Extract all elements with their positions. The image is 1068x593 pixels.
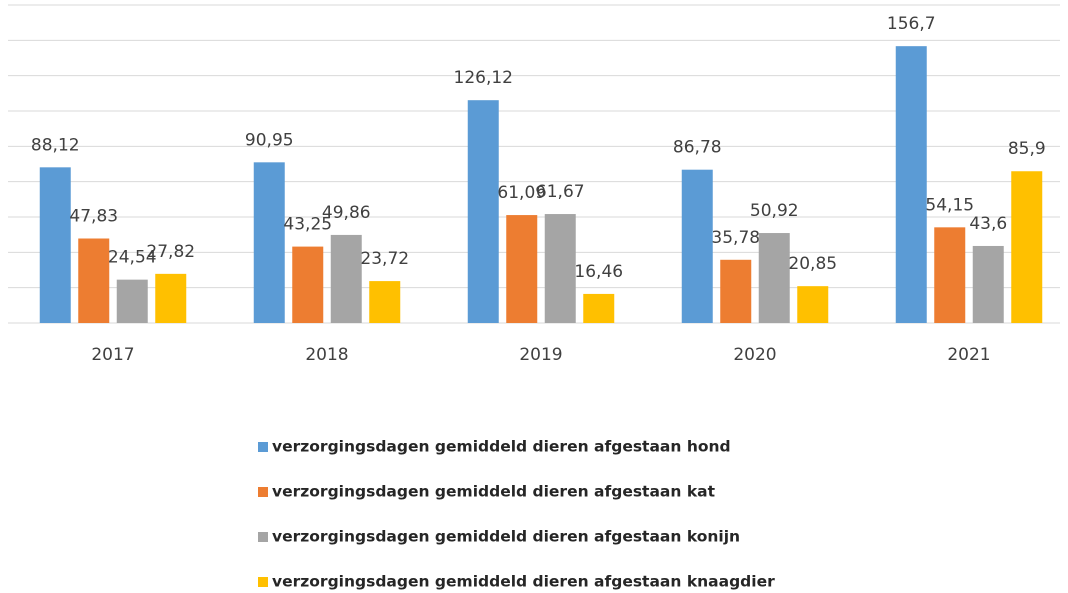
legend-label: verzorgingsdagen gemiddeld dieren afgest… (272, 438, 731, 456)
bar (720, 259, 752, 323)
bar (797, 286, 829, 323)
bar (1011, 171, 1043, 323)
data-label: 156,7 (887, 14, 936, 34)
bar (972, 245, 1004, 323)
bar (583, 293, 615, 323)
data-label: 20,85 (788, 254, 837, 274)
data-label: 88,12 (31, 135, 80, 155)
bar (681, 169, 713, 323)
legend-swatch (258, 442, 268, 452)
data-label: 24,54 (108, 248, 157, 268)
legend-swatch (258, 487, 268, 497)
legend-swatch (258, 532, 268, 542)
bar (253, 162, 285, 323)
data-label: 61,67 (536, 182, 585, 202)
data-label: 61,09 (497, 183, 546, 203)
data-label: 23,72 (360, 249, 409, 269)
bar (292, 246, 324, 323)
data-label: 54,15 (925, 195, 974, 215)
bar (116, 279, 148, 323)
x-tick-label: 2018 (305, 345, 348, 365)
bar (78, 238, 110, 323)
data-label: 43,25 (283, 215, 332, 235)
bar (506, 215, 538, 323)
data-label: 85,9 (1008, 139, 1046, 159)
x-tick-label: 2020 (733, 345, 776, 365)
legend-swatch (258, 577, 268, 587)
bar (39, 167, 71, 323)
data-label: 126,12 (454, 68, 513, 88)
bar (544, 214, 576, 323)
data-label: 50,92 (750, 201, 799, 221)
data-label: 35,78 (711, 228, 760, 248)
bar (934, 227, 966, 323)
legend-label: verzorgingsdagen gemiddeld dieren afgest… (272, 483, 716, 501)
data-label: 27,82 (146, 242, 195, 262)
data-label: 47,83 (69, 207, 118, 227)
data-label: 90,95 (245, 130, 294, 150)
bar (369, 281, 401, 323)
bar (330, 234, 362, 323)
bar (467, 100, 499, 323)
data-label: 49,86 (322, 203, 371, 223)
legend-label: verzorgingsdagen gemiddeld dieren afgest… (272, 573, 775, 591)
data-label: 86,78 (673, 138, 722, 158)
data-label: 16,46 (574, 262, 623, 282)
bar (155, 273, 187, 323)
x-tick-label: 2019 (519, 345, 562, 365)
x-tick-label: 2017 (91, 345, 134, 365)
bar (895, 46, 927, 324)
data-label: 43,6 (969, 214, 1007, 234)
legend-label: verzorgingsdagen gemiddeld dieren afgest… (272, 528, 740, 546)
bar (758, 233, 790, 323)
x-tick-label: 2021 (947, 345, 990, 365)
